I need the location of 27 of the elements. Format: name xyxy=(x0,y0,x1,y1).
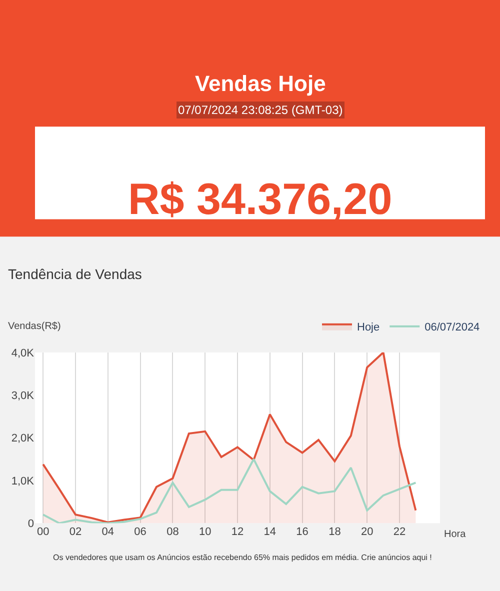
y-axis-title: Vendas(R$) xyxy=(8,321,61,332)
text: 07/07/2024 23:08:25 (GMT-03) xyxy=(178,103,343,117)
x-tick-label: 06 xyxy=(134,526,146,538)
text: Os vendedores que usam os Anúncios estão recebendo 65% mais pedidos em média. Crie anúncios aqui ! xyxy=(53,553,432,562)
line-series xyxy=(42,458,417,524)
y-tick-label: 0 xyxy=(28,518,34,530)
x-tick-label: 10 xyxy=(198,526,212,538)
y-tick-label: 4,0K xyxy=(11,347,35,360)
x-tick-label: 14 xyxy=(264,526,276,538)
chart-title: Tendência de Vendas xyxy=(8,266,142,282)
y-tick-label: 3,0K xyxy=(11,390,35,402)
x-axis-title: Hora xyxy=(444,529,466,540)
y-tick-label: 1,0K xyxy=(11,475,35,488)
x-tick-label: 16 xyxy=(296,526,308,538)
x-tick-label: 18 xyxy=(328,526,341,538)
x-tick-label: 04 xyxy=(102,526,114,538)
x-tick-label: 22 xyxy=(393,526,406,538)
text: Vendas Hoje xyxy=(195,71,326,96)
legend-label: 06/07/2024 xyxy=(424,322,480,334)
x-tick-label: 12 xyxy=(231,526,244,538)
y-tick-label: 2,0K xyxy=(11,432,35,445)
legend-label: Hoje xyxy=(357,322,380,334)
x-tick-label: 02 xyxy=(69,526,82,538)
x-tick-label: 20 xyxy=(360,526,374,538)
text: R$ 34.376,20 xyxy=(128,175,392,224)
x-tick-label: 08 xyxy=(166,526,179,538)
x-tick-label: 00 xyxy=(36,526,50,538)
